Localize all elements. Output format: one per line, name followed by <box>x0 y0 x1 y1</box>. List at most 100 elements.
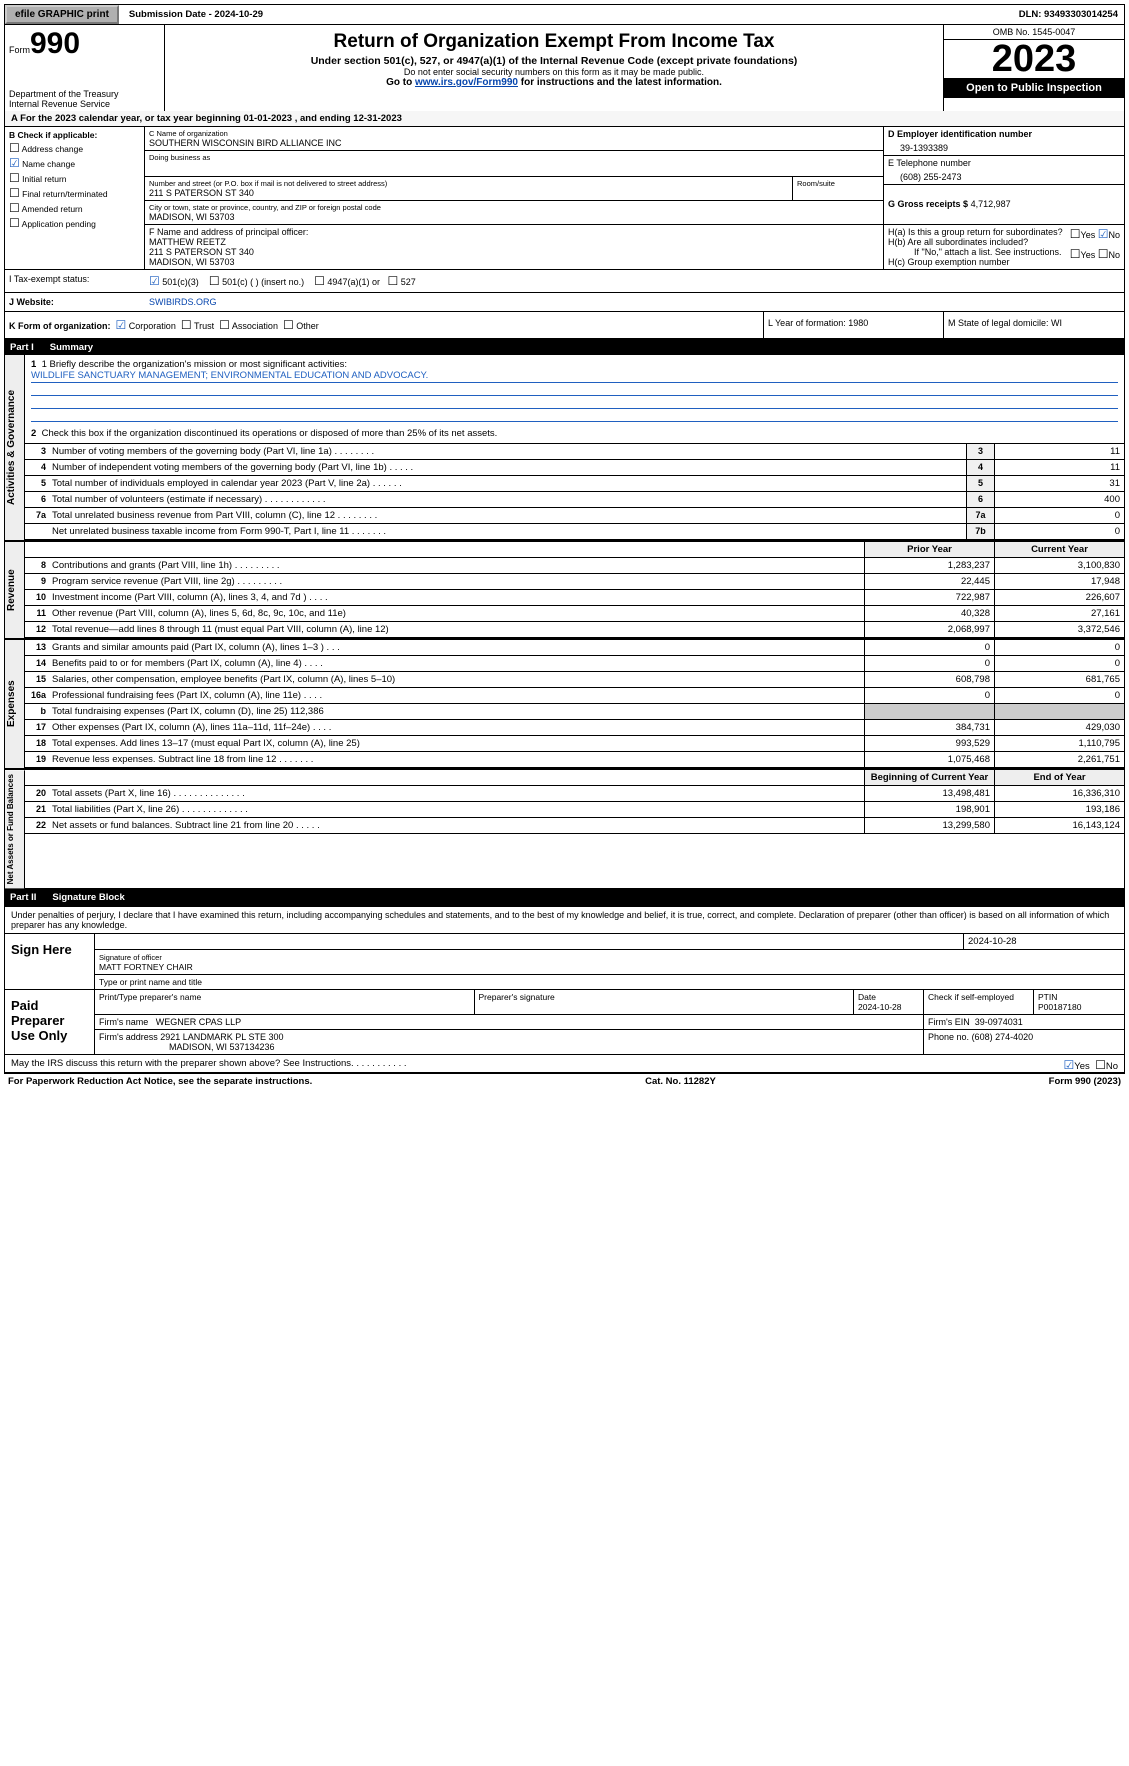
paid-preparer-label: Paid Preparer Use Only <box>5 990 95 1054</box>
form-title: Return of Organization Exempt From Incom… <box>169 31 939 53</box>
vtab-expenses: Expenses <box>5 640 25 768</box>
box-c-dba: Doing business as <box>145 151 883 177</box>
summary-row: 19Revenue less expenses. Subtract line 1… <box>25 752 1124 768</box>
box-b-item[interactable]: Amended return <box>9 201 140 215</box>
form-number: 990 <box>30 27 80 60</box>
501c-checkbox[interactable] <box>209 277 220 287</box>
box-b-item[interactable]: Address change <box>9 141 140 155</box>
form-label: Form <box>9 45 30 55</box>
summary-row: 3Number of voting members of the governi… <box>25 444 1124 460</box>
h-a-no-checkbox[interactable] <box>1098 230 1109 240</box>
discuss-yes-checkbox[interactable] <box>1064 1061 1075 1072</box>
box-c-city: City or town, state or province, country… <box>145 201 883 224</box>
box-b-label: B Check if applicable: <box>9 130 140 140</box>
dln-number: DLN: 93493303014254 <box>1019 9 1124 20</box>
summary-row: 17Other expenses (Part IX, column (A), l… <box>25 720 1124 736</box>
summary-row: 7aTotal unrelated business revenue from … <box>25 508 1124 524</box>
box-e-phone: E Telephone number (608) 255-2473 <box>884 156 1124 185</box>
assoc-checkbox[interactable] <box>219 321 230 331</box>
preparer-name-label: Print/Type preparer's name <box>95 990 475 1014</box>
summary-row: 12Total revenue—add lines 8 through 11 (… <box>25 622 1124 638</box>
expenses-section: Expenses 13Grants and similar amounts pa… <box>4 640 1125 770</box>
sign-here-label: Sign Here <box>5 934 95 989</box>
summary-row: 4Number of independent voting members of… <box>25 460 1124 476</box>
firm-address: Firm's address 2921 LANDMARK PL STE 300 … <box>95 1030 924 1054</box>
firm-ein: Firm's EIN 39-0974031 <box>924 1015 1124 1029</box>
summary-row: 11Other revenue (Part VIII, column (A), … <box>25 606 1124 622</box>
other-checkbox[interactable] <box>283 321 294 331</box>
discuss-no-checkbox[interactable] <box>1095 1061 1106 1072</box>
signature-block: Under penalties of perjury, I declare th… <box>4 905 1125 1073</box>
box-b-item[interactable]: Final return/terminated <box>9 186 140 200</box>
type-name-label: Type or print name and title <box>95 975 1124 989</box>
h-b-yes-checkbox[interactable] <box>1070 250 1081 260</box>
officer-signature: Signature of officer MATT FORTNEY CHAIR <box>95 950 1124 975</box>
box-c-address: Number and street (or P.O. box if mail i… <box>145 177 883 201</box>
mission-block: 1 1 Briefly describe the organization's … <box>25 355 1124 444</box>
treasury-dept: Department of the Treasury Internal Reve… <box>9 89 160 109</box>
box-d-ein: D Employer identification number 39-1393… <box>884 127 1124 156</box>
prep-date: Date2024-10-28 <box>854 990 924 1014</box>
box-f-officer: F Name and address of principal officer:… <box>145 225 884 269</box>
summary-row: 15Salaries, other compensation, employee… <box>25 672 1124 688</box>
part-1-body: Activities & Governance 1 1 Briefly desc… <box>4 355 1125 542</box>
vtab-activities: Activities & Governance <box>5 355 25 540</box>
website-link[interactable]: SWIBIRDS.ORG <box>145 293 1124 311</box>
vtab-revenue: Revenue <box>5 542 25 638</box>
form-ref: Form 990 (2023) <box>1049 1076 1121 1087</box>
row-klm: K Form of organization: Corporation Trus… <box>4 312 1125 340</box>
tax-year: 2023 <box>944 40 1124 78</box>
summary-row: 6Total number of volunteers (estimate if… <box>25 492 1124 508</box>
firm-name: Firm's name WEGNER CPAS LLP <box>95 1015 924 1029</box>
box-c-name: C Name of organization SOUTHERN WISCONSI… <box>145 127 883 151</box>
submission-date: Submission Date - 2024-10-29 <box>121 7 271 22</box>
discuss-row: May the IRS discuss this return with the… <box>5 1055 1124 1072</box>
summary-row: 5Total number of individuals employed in… <box>25 476 1124 492</box>
box-b-item[interactable]: Name change <box>9 156 140 170</box>
form-header: Form990 Department of the Treasury Inter… <box>4 25 1125 111</box>
net-header-row: Beginning of Current Year End of Year <box>25 770 1124 786</box>
revenue-section: Revenue Prior Year Current Year 8Contrib… <box>4 542 1125 640</box>
corp-checkbox[interactable] <box>116 321 127 331</box>
h-a-yes-checkbox[interactable] <box>1070 230 1081 240</box>
4947-checkbox[interactable] <box>314 277 325 287</box>
summary-row: 8Contributions and grants (Part VIII, li… <box>25 558 1124 574</box>
sign-date: 2024-10-28 <box>964 934 1124 949</box>
summary-row: 18Total expenses. Add lines 13–17 (must … <box>25 736 1124 752</box>
trust-checkbox[interactable] <box>181 321 192 331</box>
box-m-state: M State of legal domicile: WI <box>944 312 1124 338</box>
box-h: H(a) Is this a group return for subordin… <box>884 225 1124 269</box>
revenue-header-row: Prior Year Current Year <box>25 542 1124 558</box>
efile-print-button[interactable]: efile GRAPHIC print <box>5 5 119 24</box>
preparer-sig-label: Preparer's signature <box>475 990 855 1014</box>
part-1-header: Part ISummary <box>4 340 1125 355</box>
mission-text: WILDLIFE SANCTUARY MANAGEMENT; ENVIRONME… <box>31 370 1118 383</box>
form-goto: Go to www.irs.gov/Form990 for instructio… <box>169 77 939 88</box>
summary-row: 21Total liabilities (Part X, line 26) . … <box>25 802 1124 818</box>
netassets-section: Net Assets or Fund Balances Beginning of… <box>4 770 1125 890</box>
self-employed: Check if self-employed <box>924 990 1034 1014</box>
entity-info-grid: B Check if applicable: Address change Na… <box>4 127 1125 270</box>
501c3-checkbox[interactable] <box>149 277 160 287</box>
box-b-item[interactable]: Initial return <box>9 171 140 185</box>
box-b: B Check if applicable: Address change Na… <box>5 127 145 269</box>
527-checkbox[interactable] <box>387 277 398 287</box>
summary-row: bTotal fundraising expenses (Part IX, co… <box>25 704 1124 720</box>
box-b-item[interactable]: Application pending <box>9 216 140 230</box>
row-i-tax-status: I Tax-exempt status: 501(c)(3) 501(c) ( … <box>4 270 1125 293</box>
irs-link[interactable]: www.irs.gov/Form990 <box>415 77 518 88</box>
part-2-header: Part IISignature Block <box>4 890 1125 905</box>
page-footer: For Paperwork Reduction Act Notice, see … <box>4 1073 1125 1089</box>
form-subtitle-1: Under section 501(c), 527, or 4947(a)(1)… <box>169 55 939 67</box>
form-subtitle-2: Do not enter social security numbers on … <box>169 67 939 77</box>
top-bar: efile GRAPHIC print Submission Date - 20… <box>4 4 1125 25</box>
line-a-tax-year: A For the 2023 calendar year, or tax yea… <box>4 111 1125 127</box>
summary-row: Net unrelated business taxable income fr… <box>25 524 1124 540</box>
h-b-no-checkbox[interactable] <box>1098 250 1109 260</box>
cat-no: Cat. No. 11282Y <box>645 1076 716 1087</box>
summary-row: 16aProfessional fundraising fees (Part I… <box>25 688 1124 704</box>
summary-row: 13Grants and similar amounts paid (Part … <box>25 640 1124 656</box>
row-j-website: J Website: SWIBIRDS.ORG <box>4 293 1125 312</box>
vtab-net-assets: Net Assets or Fund Balances <box>5 770 25 888</box>
ptin: PTINP00187180 <box>1034 990 1124 1014</box>
